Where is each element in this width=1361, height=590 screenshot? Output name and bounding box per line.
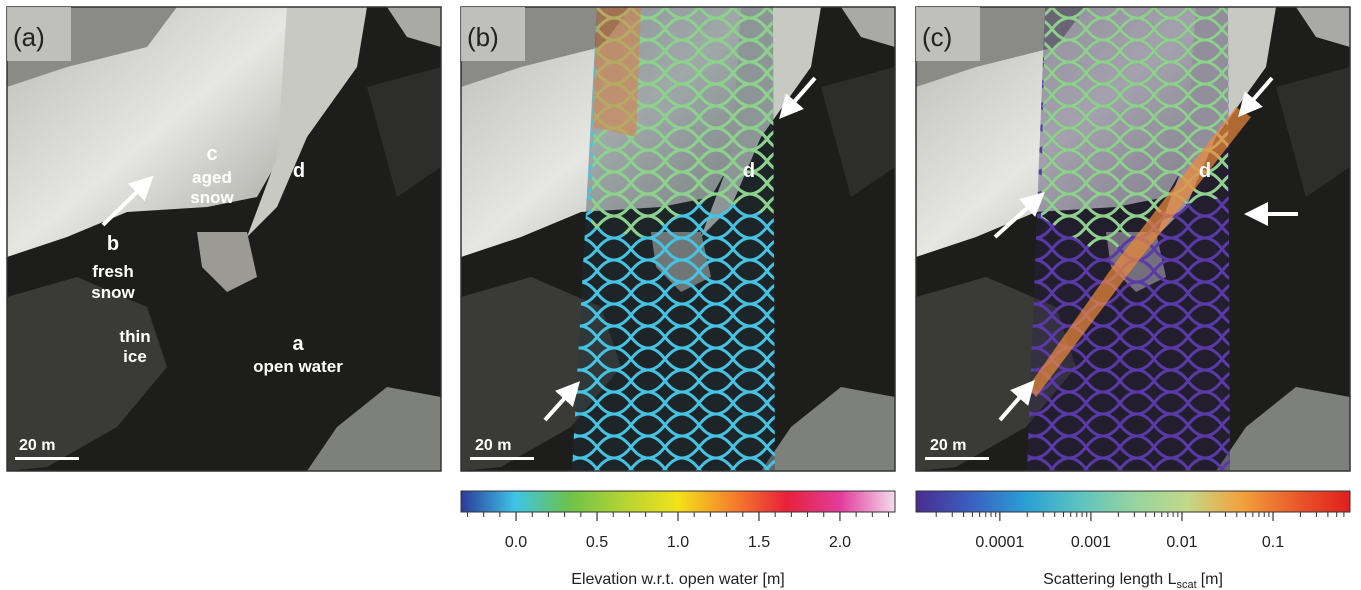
annotation: thin xyxy=(119,327,150,346)
annotation: ice xyxy=(123,347,147,366)
arrow xyxy=(101,175,154,227)
arrow xyxy=(543,381,581,422)
colorbar xyxy=(460,490,896,513)
tick-label: 0.0 xyxy=(505,534,527,551)
scale-bar xyxy=(470,457,534,460)
frame xyxy=(6,6,442,472)
panel-label: (c) xyxy=(922,22,952,52)
tick-label: 1.0 xyxy=(667,534,689,551)
annotation: d xyxy=(293,160,305,182)
label-box xyxy=(461,7,525,61)
scale-bar-label: 20 m xyxy=(930,437,966,454)
label-subscript: scat xyxy=(1177,579,1197,590)
arrow xyxy=(998,379,1035,422)
frame xyxy=(915,6,1351,472)
lidar-swath-high xyxy=(591,7,773,237)
label-main: Scattering length L xyxy=(1043,571,1177,588)
label-box xyxy=(7,7,71,61)
scale-bars: 20 m 20 m 20 m xyxy=(15,437,989,460)
annotation: aged xyxy=(192,168,232,187)
panel-label: (a) xyxy=(13,22,45,52)
panel-label: (b) xyxy=(467,22,499,52)
annotation: open water xyxy=(253,357,343,376)
panel-frames xyxy=(6,6,1351,472)
tick-label: 0.0001 xyxy=(975,534,1024,551)
tick-label: 0.01 xyxy=(1166,534,1197,551)
annotation: b xyxy=(107,233,119,255)
tick-label: 1.5 xyxy=(748,534,770,551)
annotation: a xyxy=(292,333,304,355)
tick-label: 0.001 xyxy=(1071,534,1111,551)
colorbar-label: Scattering length Lscat [m] xyxy=(1043,571,1223,590)
frame xyxy=(460,6,896,472)
annotation: c xyxy=(206,143,217,165)
panel-b xyxy=(461,7,895,471)
annotation: snow xyxy=(91,283,135,302)
tick-label: 0.1 xyxy=(1262,534,1284,551)
satellite-image xyxy=(7,7,441,471)
label-suffix: [m] xyxy=(1201,571,1223,588)
label-boxes xyxy=(7,7,980,61)
arrow xyxy=(779,76,817,120)
scale-bar-label: 20 m xyxy=(19,437,55,454)
arrow xyxy=(993,191,1045,239)
scale-bar xyxy=(925,457,989,460)
panel-c xyxy=(916,7,1350,471)
scale-bar-label: 20 m xyxy=(475,437,511,454)
label-box xyxy=(916,7,980,61)
scattering-band xyxy=(1028,107,1251,397)
colorbar-label: Elevation w.r.t. open water [m] xyxy=(571,571,784,588)
annotation: d xyxy=(1199,160,1211,182)
annotation: d xyxy=(743,160,755,182)
annotation: fresh xyxy=(92,262,134,281)
arrows xyxy=(101,76,1298,422)
arrow xyxy=(1238,76,1274,118)
tick-label: 2.0 xyxy=(829,534,851,551)
tick-label: 0.5 xyxy=(586,534,608,551)
scale-bar xyxy=(15,457,79,460)
annotation: snow xyxy=(190,188,234,207)
panel-a xyxy=(7,7,441,471)
lidar-swath-peak xyxy=(593,7,641,137)
colorbar xyxy=(915,490,1351,513)
